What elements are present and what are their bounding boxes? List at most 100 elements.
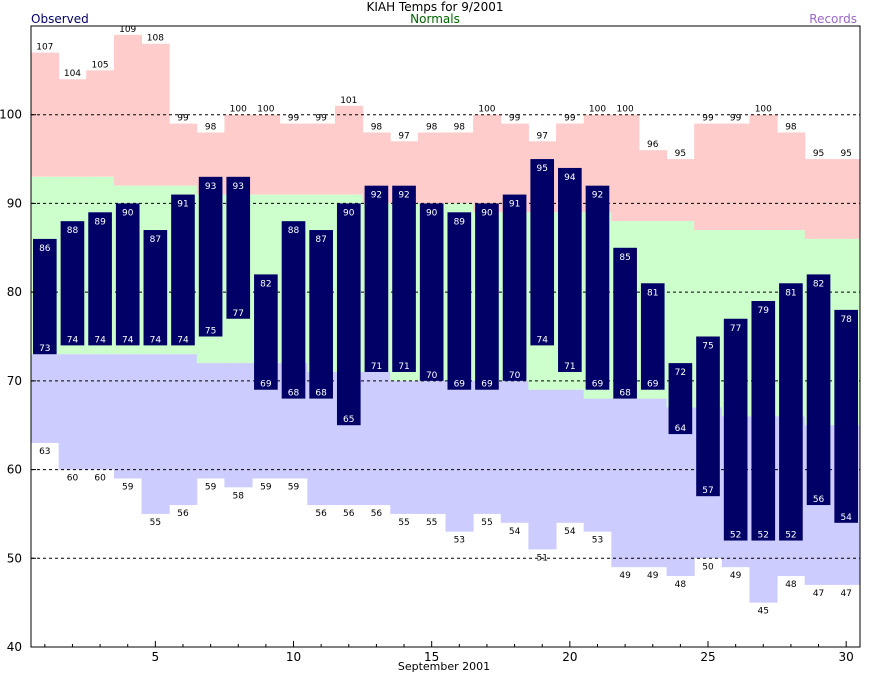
observed-bar <box>530 159 555 346</box>
observed-bar <box>558 167 582 372</box>
x-tick-label: 5 <box>152 650 160 664</box>
observed-bar <box>723 318 748 541</box>
record-low-label: 59 <box>260 482 272 492</box>
record-high-band <box>804 159 833 239</box>
observed-bar <box>88 212 112 346</box>
record-low-band <box>417 380 446 514</box>
record-high-label: 99 <box>288 114 300 124</box>
observed-bar <box>281 221 306 399</box>
record-high-band <box>417 132 446 204</box>
observed-high-label: 81 <box>647 288 658 298</box>
record-low-label: 55 <box>481 518 492 528</box>
observed-high-label: 93 <box>205 182 216 192</box>
chart-title: KIAH Temps for 9/2001 <box>366 0 504 14</box>
record-low-band <box>169 354 198 506</box>
record-low-label: 54 <box>564 527 576 537</box>
record-low-band <box>445 380 474 532</box>
observed-bar <box>502 194 527 381</box>
record-high-band <box>169 123 198 186</box>
observed-low-label: 69 <box>647 380 659 390</box>
record-high-label: 100 <box>230 105 247 115</box>
observed-bar <box>143 230 168 346</box>
observed-bar <box>364 185 389 372</box>
observed-low-label: 68 <box>619 389 631 399</box>
observed-high-label: 90 <box>481 208 493 218</box>
observed-low-label: 77 <box>233 309 244 319</box>
record-low-label: 49 <box>647 571 659 581</box>
record-high-label: 98 <box>371 122 383 132</box>
observed-low-label: 69 <box>481 380 493 390</box>
observed-bar <box>696 336 720 497</box>
observed-high-label: 92 <box>398 191 409 201</box>
observed-high-label: 95 <box>536 164 547 174</box>
x-tick-label: 30 <box>839 650 854 664</box>
observed-low-label: 70 <box>426 371 438 381</box>
record-high-label: 104 <box>64 69 81 79</box>
observed-bar <box>613 247 637 399</box>
record-low-band <box>583 398 612 532</box>
observed-low-label: 69 <box>592 380 604 390</box>
observed-bar <box>806 274 831 506</box>
observed-bar <box>834 309 858 523</box>
record-high-label: 105 <box>91 60 108 70</box>
record-low-band <box>31 354 60 443</box>
record-high-label: 107 <box>36 43 53 53</box>
observed-low-label: 69 <box>454 380 466 390</box>
record-low-band <box>666 407 695 577</box>
observed-bar <box>226 176 251 319</box>
observed-high-label: 94 <box>564 173 576 183</box>
observed-high-label: 77 <box>730 324 741 334</box>
observed-high-label: 81 <box>785 288 796 298</box>
record-high-label: 100 <box>257 105 274 115</box>
record-low-band <box>390 380 419 514</box>
record-low-label: 49 <box>619 571 631 581</box>
observed-low-label: 57 <box>702 486 713 496</box>
record-high-label: 99 <box>177 114 189 124</box>
observed-high-label: 87 <box>315 235 326 245</box>
record-low-label: 55 <box>398 518 409 528</box>
record-low-band <box>141 354 170 514</box>
record-low-label: 55 <box>426 518 437 528</box>
record-high-label: 100 <box>755 105 772 115</box>
record-high-label: 99 <box>564 114 576 124</box>
y-tick-label: 40 <box>7 640 22 654</box>
observed-high-label: 82 <box>260 279 271 289</box>
observed-bar <box>60 221 85 346</box>
record-low-band <box>638 398 668 568</box>
record-high-band <box>279 123 308 195</box>
observed-bar <box>640 283 665 390</box>
observed-low-label: 74 <box>67 335 79 345</box>
record-low-label: 59 <box>288 482 300 492</box>
record-low-band <box>196 363 225 479</box>
record-low-label: 47 <box>813 589 824 599</box>
record-low-label: 56 <box>177 509 189 519</box>
record-high-band <box>252 114 281 195</box>
record-low-band <box>224 363 253 488</box>
observed-high-label: 89 <box>454 217 466 227</box>
observed-high-label: 90 <box>426 208 438 218</box>
record-high-label: 95 <box>675 149 686 159</box>
record-low-label: 56 <box>315 509 327 519</box>
record-high-band <box>832 159 861 239</box>
observed-low-label: 73 <box>39 344 50 354</box>
observed-high-label: 88 <box>67 226 79 236</box>
record-high-label: 108 <box>147 34 164 44</box>
record-high-label: 100 <box>589 105 606 115</box>
observed-high-label: 89 <box>94 217 106 227</box>
x-tick-label: 10 <box>286 650 301 664</box>
observed-low-label: 71 <box>398 362 409 372</box>
record-low-label: 50 <box>702 562 714 572</box>
observed-low-label: 52 <box>758 531 769 541</box>
observed-low-label: 74 <box>536 335 548 345</box>
observed-high-label: 91 <box>177 200 188 210</box>
record-high-label: 99 <box>509 114 521 124</box>
observed-low-label: 71 <box>564 362 575 372</box>
record-high-band <box>445 132 474 204</box>
observed-high-label: 90 <box>343 208 355 218</box>
observed-low-label: 68 <box>288 389 300 399</box>
observed-high-label: 88 <box>288 226 300 236</box>
record-low-label: 58 <box>233 491 245 501</box>
observed-high-label: 87 <box>150 235 161 245</box>
x-tick-label: 20 <box>562 650 577 664</box>
